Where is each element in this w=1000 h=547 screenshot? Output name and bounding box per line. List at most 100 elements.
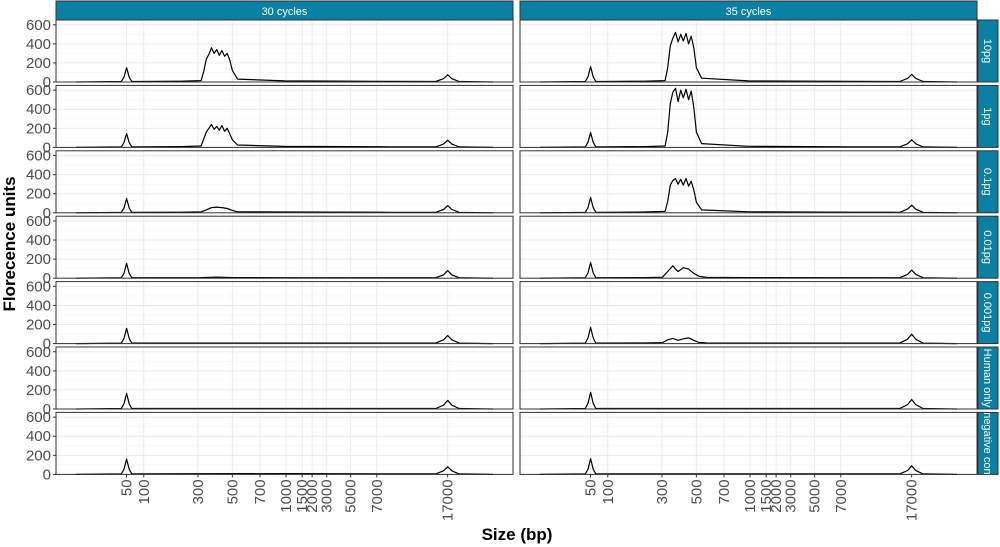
facet-panel — [519, 411, 978, 475]
panel-border — [519, 150, 978, 214]
panels-layer — [55, 19, 978, 475]
y-tick-label: 0 — [43, 401, 51, 418]
x-tick-label: 100 — [136, 479, 153, 504]
x-tick-label: 300 — [190, 479, 207, 504]
facet-panel — [55, 215, 514, 279]
panel-border — [55, 346, 514, 410]
x-tick-label: 50 — [583, 479, 600, 496]
y-tick-label: 0 — [43, 205, 51, 222]
facet-panel — [519, 150, 978, 214]
y-tick-label: 200 — [26, 251, 51, 268]
facet-panel — [55, 84, 514, 148]
y-tick-label: 0 — [43, 466, 51, 483]
panel-background — [520, 85, 977, 148]
x-tick-label: 50 — [119, 479, 136, 496]
x-tick-label: 3000 — [319, 479, 336, 512]
panel-background — [520, 347, 977, 409]
panel-border — [519, 411, 978, 475]
panel-background — [56, 281, 513, 344]
x-axis-title: Size (bp) — [482, 525, 553, 544]
panel-border — [519, 281, 978, 345]
panel-border — [55, 281, 514, 345]
x-tick-label: 3000 — [783, 479, 800, 512]
row-strip — [977, 19, 999, 83]
series-line — [539, 261, 958, 279]
row-strip-label: 0.01pg — [981, 230, 993, 264]
series-line — [75, 197, 494, 214]
panel-border — [55, 84, 514, 148]
series-line — [539, 326, 958, 345]
row-strip-label: Human only — [981, 349, 993, 408]
y-tick-label: 400 — [26, 232, 51, 249]
facet-panel — [519, 346, 978, 410]
panel-border — [519, 215, 978, 279]
panel-background — [520, 150, 977, 213]
y-tick-label: 0 — [43, 270, 51, 287]
y-tick-label: 400 — [26, 428, 51, 445]
row-strip — [977, 84, 999, 148]
y-tick-label: 0 — [43, 336, 51, 353]
y-tick-label: 600 — [26, 409, 51, 426]
y-tick-label: 200 — [26, 55, 51, 72]
panel-background — [56, 347, 513, 409]
series-line — [539, 87, 958, 148]
facet-panel — [519, 84, 978, 148]
y-tick-label: 400 — [26, 101, 51, 118]
x-tick-label: 2000 — [304, 479, 321, 512]
x-tick-label: 500 — [688, 479, 705, 504]
panel-background — [56, 85, 513, 148]
series-line — [539, 31, 958, 83]
x-tick-label: 1000 — [278, 479, 295, 512]
x-tick-label: 5000 — [807, 479, 824, 512]
y-tick-label: 600 — [26, 148, 51, 165]
y-tick-label: 0 — [43, 74, 51, 91]
y-tick-label: 200 — [26, 186, 51, 203]
row-strip-label: 0.1pg — [981, 168, 993, 196]
x-tick-label: 700 — [716, 479, 733, 504]
x-tick-label: 7000 — [833, 479, 850, 512]
x-tick-label: 17000 — [440, 479, 457, 521]
series-line — [75, 458, 494, 475]
panel-border — [55, 215, 514, 279]
column-strip — [55, 0, 514, 21]
panel-background — [56, 20, 513, 82]
panel-border — [55, 150, 514, 214]
x-tick-label: 17000 — [904, 479, 921, 521]
panel-border — [55, 411, 514, 475]
facet-panel — [55, 281, 514, 345]
facet-panel — [55, 150, 514, 214]
series-line — [75, 262, 494, 279]
row-strip — [977, 281, 999, 345]
column-strip — [519, 0, 978, 21]
panel-background — [56, 216, 513, 279]
x-tick-label: 1000 — [742, 479, 759, 512]
y-tick-label: 600 — [26, 17, 51, 34]
facet-panel — [55, 19, 514, 83]
row-strip — [977, 346, 999, 410]
facet-panel — [55, 411, 514, 475]
panel-background — [56, 412, 513, 475]
x-tick-label: 100 — [600, 479, 617, 504]
y-tick-label: 200 — [26, 447, 51, 464]
x-tick-label: 700 — [252, 479, 269, 504]
y-tick-label: 200 — [26, 317, 51, 334]
panel-background — [520, 412, 977, 475]
y-tick-labels: 0200400600020040060002004006000200400600… — [26, 17, 56, 483]
series-line — [539, 458, 958, 475]
y-tick-label: 200 — [26, 120, 51, 137]
x-tick-label: 7000 — [369, 479, 386, 512]
y-axis-title: Florecence units — [0, 176, 19, 311]
row-strip — [977, 150, 999, 214]
series-line — [75, 123, 494, 148]
y-tick-label: 400 — [26, 167, 51, 184]
y-tick-label: 400 — [26, 297, 51, 314]
series-line — [75, 47, 494, 83]
facet-panel — [55, 346, 514, 410]
row-strip — [977, 411, 999, 475]
x-tick-label: 5000 — [343, 479, 360, 512]
facet-panel — [519, 19, 978, 83]
x-tick-label: 300 — [654, 479, 671, 504]
x-tick-label: 1500 — [294, 479, 311, 512]
series-line — [539, 177, 958, 214]
strips-layer: 30 cycles 35 cycles 10pg 1pg 0.1pg 0.01pg 0.00… — [55, 0, 999, 475]
